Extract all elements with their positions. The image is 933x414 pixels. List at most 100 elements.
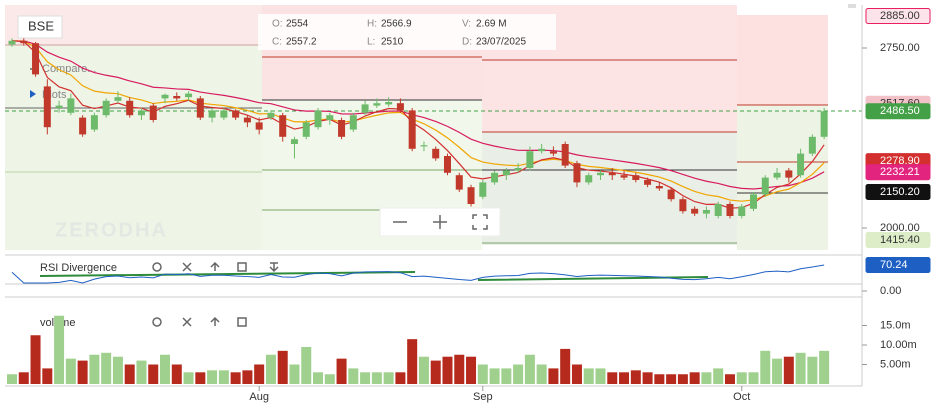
info-value: 2.69 M xyxy=(476,19,507,30)
volume-bar xyxy=(171,364,182,384)
volume-bar xyxy=(724,374,735,384)
volume-bar xyxy=(77,360,88,384)
candle-body xyxy=(644,180,652,185)
volume-bar xyxy=(183,372,194,384)
candle-body xyxy=(396,103,404,111)
volume-bar xyxy=(254,364,265,384)
volume-bar xyxy=(442,356,453,384)
volume-bar xyxy=(418,356,429,384)
volume-bar xyxy=(242,370,253,384)
volume-bar xyxy=(466,356,477,384)
x-tick-label: Sep xyxy=(473,391,493,403)
volume-bar xyxy=(807,356,818,384)
volume-bar xyxy=(583,368,594,384)
rsi-line xyxy=(11,264,825,284)
info-label: V: xyxy=(462,19,471,30)
candle-body xyxy=(608,172,616,176)
volume-bar xyxy=(207,370,218,384)
menu-item[interactable]: Compare... xyxy=(42,63,96,75)
candle-body xyxy=(43,86,51,128)
candle-body xyxy=(349,115,357,130)
candle-body xyxy=(161,94,169,99)
candle-body xyxy=(385,102,393,105)
candle-body xyxy=(267,112,275,118)
info-label: H: xyxy=(367,19,377,30)
scroll-handle xyxy=(848,4,856,8)
volume-bar xyxy=(30,335,41,384)
candle-body xyxy=(55,105,63,108)
candle-body xyxy=(467,187,475,204)
y-tick-label: 0.00 xyxy=(880,285,901,297)
price-badge xyxy=(865,164,931,181)
candle-body xyxy=(726,204,734,216)
volume-bar xyxy=(760,350,771,384)
volume-bar xyxy=(18,372,29,384)
candle-body xyxy=(597,172,604,176)
candle-body xyxy=(761,177,769,195)
volume-bar xyxy=(701,372,712,384)
panel-icons[interactable] xyxy=(152,261,279,327)
candle-body xyxy=(502,170,510,176)
x-tick-label: Oct xyxy=(733,391,750,403)
info-value: 23/07/2025 xyxy=(476,37,526,48)
y-tick-label: 2750.00 xyxy=(880,42,920,54)
candle-body xyxy=(667,189,675,200)
volume-bar xyxy=(89,354,100,384)
price-badge xyxy=(865,8,931,24)
candle-body xyxy=(432,148,440,159)
candle-body xyxy=(373,103,381,106)
watermark: ZERODHA xyxy=(55,219,168,241)
candle-body xyxy=(420,145,428,147)
candle-body xyxy=(32,43,40,75)
volume-bar xyxy=(795,352,806,384)
symbol-box[interactable] xyxy=(17,15,63,39)
volume-bar xyxy=(7,374,17,384)
volume-bar xyxy=(101,352,112,384)
volume-bar xyxy=(430,360,441,384)
volume-bar xyxy=(819,350,830,384)
volume-bar xyxy=(524,354,535,384)
candle-body xyxy=(208,110,216,118)
price-badge xyxy=(865,257,931,274)
volume-bar xyxy=(619,372,630,384)
volume-bar xyxy=(501,368,512,384)
volume-bar xyxy=(218,370,229,384)
info-box xyxy=(258,14,556,50)
volume-bar xyxy=(395,372,406,384)
candle-body xyxy=(455,175,463,190)
info-label: C: xyxy=(272,37,282,48)
volume-bar xyxy=(124,364,135,384)
info-label: L: xyxy=(367,37,375,48)
candle-body xyxy=(702,210,710,214)
zoom-controls[interactable] xyxy=(379,207,501,237)
info-value: 2557.2 xyxy=(286,37,317,48)
candle-body xyxy=(620,175,628,178)
candle-body xyxy=(479,182,487,197)
candle-body xyxy=(679,199,687,212)
candle-body xyxy=(173,96,181,99)
volume-bar xyxy=(324,374,335,384)
price-badge-label: 2278.90 xyxy=(880,155,920,167)
y-tick-label: 10.00m xyxy=(880,339,917,351)
moving-average xyxy=(11,40,825,209)
candle-body xyxy=(243,117,251,123)
volume-bar xyxy=(265,354,276,384)
moving-average xyxy=(11,40,825,202)
volume-bar xyxy=(713,368,724,384)
volume-bar xyxy=(336,358,347,384)
volume-bar xyxy=(313,372,324,384)
candle-body xyxy=(714,204,722,216)
volume-bar xyxy=(536,364,547,384)
info-value: 2566.9 xyxy=(381,19,412,30)
volume-bar xyxy=(783,356,794,384)
info: O: 2554 H: 2566.9 V: 2.69 M C: 2557.2 L: 2510 D: 23… xyxy=(272,19,526,48)
candle-body xyxy=(302,122,310,137)
candle-body xyxy=(655,186,663,189)
y-tick-label: 15.0m xyxy=(880,319,911,331)
price-badge xyxy=(865,103,931,120)
candle-body xyxy=(185,93,193,98)
volume-bar xyxy=(477,364,488,384)
volume-bar xyxy=(560,348,571,384)
volume-bar xyxy=(654,374,665,384)
candle-body xyxy=(573,163,581,183)
